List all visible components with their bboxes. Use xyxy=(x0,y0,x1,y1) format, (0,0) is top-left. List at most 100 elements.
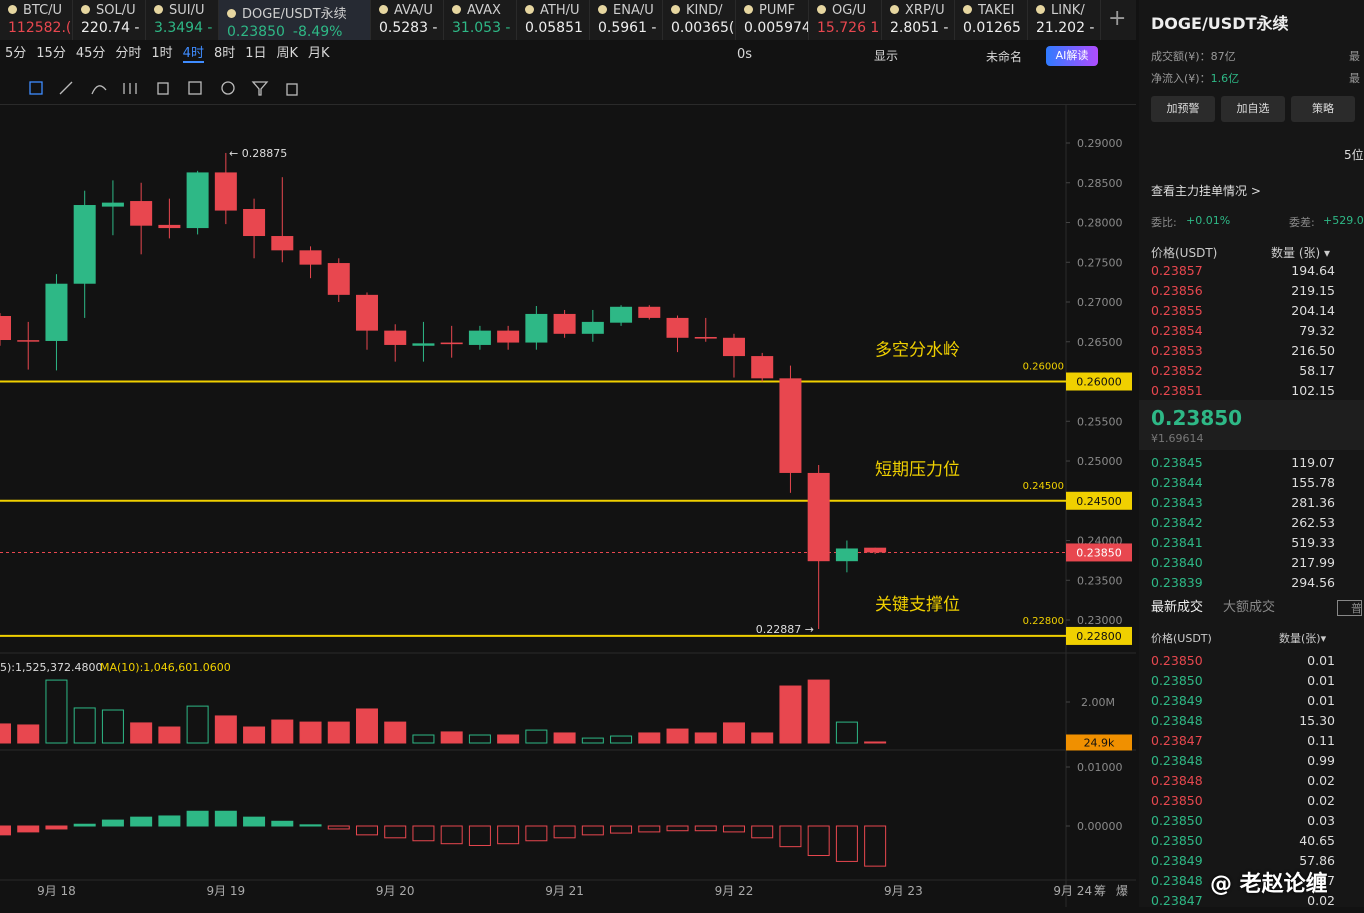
row-quantity: 58.17 xyxy=(1299,363,1335,378)
timeframe[interactable]: 4时 xyxy=(182,46,204,63)
tool[interactable] xyxy=(251,81,269,96)
book-row: 0.23850 0.01 xyxy=(1151,673,1351,693)
row-quantity: 294.56 xyxy=(1291,575,1335,590)
tool[interactable] xyxy=(221,81,235,95)
level-tag-label: 0.22800 xyxy=(1076,630,1122,643)
trade-tab[interactable]: 大额成交 xyxy=(1223,600,1276,615)
add-tab[interactable]: + xyxy=(1108,6,1127,31)
layout-name[interactable]: 未命名 xyxy=(986,50,1023,64)
timeframe[interactable]: 月K xyxy=(308,46,330,61)
trade-tab[interactable]: 最新成交 xyxy=(1151,600,1204,615)
volume-legend: 5):1,525,372.4800 xyxy=(0,661,102,674)
diff-label: 委差: xyxy=(1289,216,1315,229)
main-orders-link[interactable]: 查看主力挂单情况 > xyxy=(1151,184,1261,198)
symbol-tab[interactable]: ENA/U 0.5961 - xyxy=(590,0,663,40)
candle-body xyxy=(694,336,717,339)
action-button[interactable]: 加自选 xyxy=(1221,96,1285,122)
row-quantity: 0.03 xyxy=(1307,813,1335,828)
macd-bar xyxy=(45,825,68,830)
timeframe[interactable]: 1时 xyxy=(151,46,173,61)
symbol-tab[interactable]: PUMF 0.005974 xyxy=(736,0,809,40)
trade-option[interactable]: 普 xyxy=(1337,600,1362,616)
tool[interactable] xyxy=(123,83,137,94)
book-row: 0.23850 40.65 xyxy=(1151,833,1351,853)
symbol-name: KIND/ xyxy=(686,3,723,18)
y-tick-label: 0.29000 xyxy=(1077,137,1123,150)
macd-bar xyxy=(384,825,407,839)
book-row: 0.23852 58.17 xyxy=(1151,363,1351,383)
icon xyxy=(379,5,388,14)
level-tag xyxy=(1066,491,1132,510)
row-quantity: 155.78 xyxy=(1291,475,1335,490)
book-row: 0.23848 0.37 xyxy=(1151,873,1351,893)
tool[interactable] xyxy=(188,81,202,95)
tool[interactable] xyxy=(157,82,169,95)
macd-bar xyxy=(327,825,350,830)
volume-bar xyxy=(186,705,209,744)
row-quantity: 217.99 xyxy=(1291,555,1335,570)
macd-bar xyxy=(355,825,378,836)
display[interactable]: 显示 xyxy=(874,49,899,63)
volume-bar xyxy=(807,679,830,744)
row-price: 0.23842 xyxy=(1151,515,1203,530)
symbol-tab[interactable]: AVAX 31.053 - xyxy=(444,0,517,40)
candle-body xyxy=(722,337,745,357)
row-quantity: 281.36 xyxy=(1291,495,1335,510)
symbol-tab[interactable]: SUI/U 3.3494 - xyxy=(146,0,219,40)
row-price: 0.23853 xyxy=(1151,343,1203,358)
symbol-tab[interactable]: SOL/U 220.74 - xyxy=(73,0,146,40)
volume-bar xyxy=(130,722,153,744)
ai-button[interactable]: AI解读 xyxy=(1046,46,1098,66)
row-quantity: 0.02 xyxy=(1307,773,1335,788)
row-price: 0.23850 xyxy=(1151,813,1203,828)
timer[interactable]: 0s xyxy=(737,47,753,62)
action-button[interactable]: 策略 xyxy=(1291,96,1355,122)
symbol-name: OG/U xyxy=(832,3,867,18)
row-price: 0.23848 xyxy=(1151,753,1203,768)
symbol-tab[interactable]: AVA/U 0.5283 - xyxy=(371,0,444,40)
volume-bar xyxy=(581,737,604,744)
row-quantity: 519.33 xyxy=(1291,535,1335,550)
symbol-tab[interactable]: BTC/U 112582.( xyxy=(0,0,73,40)
candle-body xyxy=(581,321,604,334)
x-tick-label: 9月 23 xyxy=(884,884,923,898)
symbol-tab[interactable]: OG/U 15.726 1 xyxy=(809,0,882,40)
row-quantity: 0.99 xyxy=(1307,753,1335,768)
y-tick-label: 0.28500 xyxy=(1077,177,1123,190)
row-quantity: 57.86 xyxy=(1299,853,1335,868)
timeframe[interactable]: 1日 xyxy=(245,46,267,61)
symbol-tab[interactable]: DOGE/USDT永续 0.23850 -8.49% xyxy=(219,0,371,40)
book-row: 0.23847 0.11 xyxy=(1151,733,1351,753)
timeframe[interactable]: 分时 xyxy=(115,46,142,61)
cut-label: 最 xyxy=(1349,50,1360,63)
level-note: 关键支撑位 xyxy=(875,595,960,615)
timeframe[interactable]: 8时 xyxy=(213,46,236,61)
timeframe[interactable]: 5分 xyxy=(5,46,27,61)
book-row: 0.23844 155.78 xyxy=(1151,475,1351,495)
tool[interactable] xyxy=(286,83,298,96)
symbol-tab[interactable]: XRP/U 2.8051 - xyxy=(882,0,955,40)
timeframe[interactable]: 周K xyxy=(276,46,299,61)
tool[interactable] xyxy=(91,85,107,95)
symbol-tab[interactable]: TAKEI 0.01265 xyxy=(955,0,1028,40)
tool[interactable] xyxy=(59,81,73,95)
symbol-tab[interactable]: ATH/U 0.05851 xyxy=(517,0,590,40)
symbol-tab[interactable]: KIND/0.00365( xyxy=(663,0,736,40)
row-price: 0.23844 xyxy=(1151,475,1203,490)
inflow-value: 1.6亿 xyxy=(1210,72,1240,85)
macd-bar xyxy=(299,824,322,827)
timeframe[interactable]: 45分 xyxy=(75,46,106,61)
action-button[interactable]: 加预警 xyxy=(1151,96,1215,122)
symbol-tab[interactable]: LINK/21.202 - xyxy=(1028,0,1101,40)
level-note: 短期压力位 xyxy=(875,460,960,480)
depth-select[interactable]: 5位 xyxy=(1344,148,1364,162)
row-price: 0.23856 xyxy=(1151,283,1203,298)
tool[interactable] xyxy=(29,81,43,95)
low-value: 0.22887 xyxy=(756,623,802,636)
macd-bar xyxy=(864,825,887,867)
timeframe[interactable]: 15分 xyxy=(36,46,66,61)
symbol-name: LINK/ xyxy=(1051,3,1085,18)
high-value: 0.28875 xyxy=(242,147,288,160)
level-tag xyxy=(1066,626,1132,645)
symbol-name: ENA/U xyxy=(613,3,654,18)
